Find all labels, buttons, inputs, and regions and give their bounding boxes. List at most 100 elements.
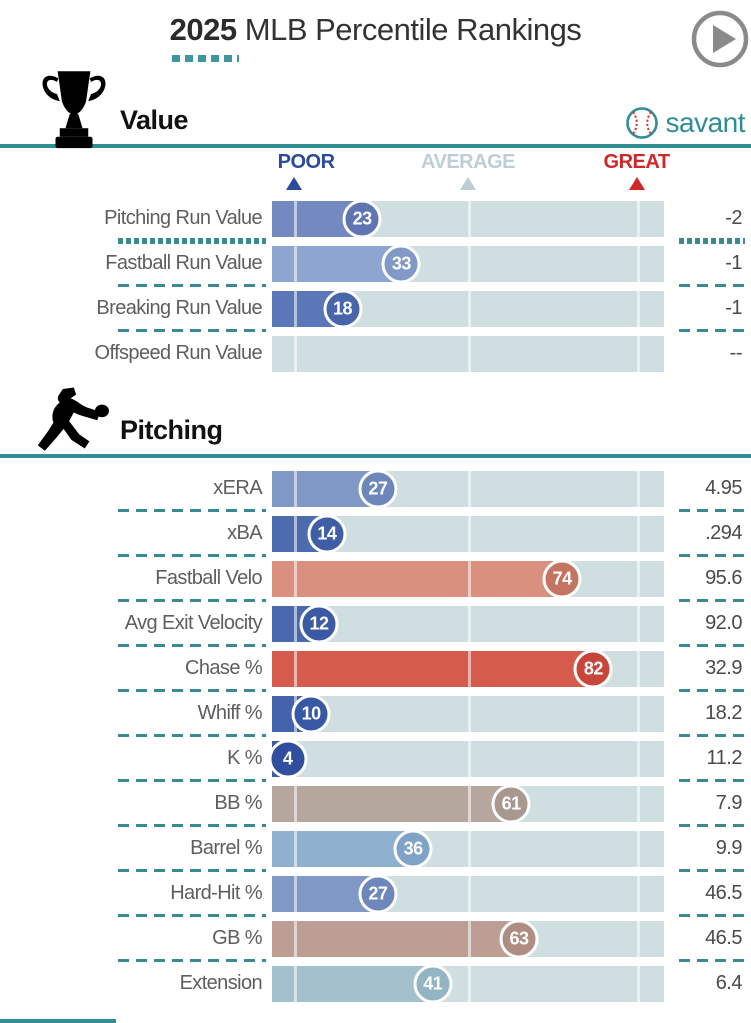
savant-wordmark: savant <box>665 107 746 138</box>
poor-gridline <box>293 650 297 687</box>
percentile-bar-track[interactable]: 14 <box>272 514 664 553</box>
percentile-badge: 27 <box>358 874 398 913</box>
percentile-bar-track[interactable]: 74 <box>272 559 664 598</box>
stat-row: Pitching Run Value 23 -2 <box>0 196 751 244</box>
percentile-bar-track[interactable]: 61 <box>272 784 664 823</box>
stat-value: 18.2 <box>705 702 742 724</box>
row-separator-left <box>118 284 266 287</box>
percentile-bar-track[interactable]: 12 <box>272 604 664 643</box>
average-gridline <box>468 830 471 867</box>
stat-label: Offspeed Run Value <box>94 342 263 364</box>
stat-label: K % <box>227 747 262 769</box>
percentile-bar-track[interactable]: 4 <box>268 739 664 778</box>
average-gridline <box>468 290 471 327</box>
percentile-bar-track[interactable] <box>272 335 664 372</box>
percentile-bar-track[interactable]: 27 <box>272 874 664 913</box>
stat-row: BB % 61 7.9 <box>0 781 751 827</box>
row-separator-left <box>118 554 266 557</box>
stat-row: Fastball Velo 74 95.6 <box>0 556 751 602</box>
stat-row: xERA 27 4.95 <box>0 466 751 512</box>
stat-row: Chase % 82 32.9 <box>0 646 751 692</box>
section-pitching: Pitching xERA 27 4.95 xBA 14 .294 Fastba… <box>0 386 751 1006</box>
great-gridline <box>636 695 640 732</box>
poor-gridline <box>293 515 297 552</box>
value-rows: Pitching Run Value 23 -2 Fastball Run Va… <box>0 196 751 376</box>
stat-label: Fastball Run Value <box>105 252 262 274</box>
value-section-title: Value <box>120 105 189 135</box>
poor-gridline <box>293 875 297 912</box>
great-gridline <box>636 560 640 597</box>
percentile-badge: 10 <box>291 694 331 733</box>
row-separator-left <box>118 599 266 602</box>
stat-label: Barrel % <box>190 837 262 859</box>
percentile-badge: 12 <box>299 604 339 643</box>
percentile-badge: 63 <box>499 919 539 958</box>
stat-value: 92.0 <box>705 612 742 634</box>
poor-gridline <box>293 830 297 867</box>
poor-gridline <box>293 785 297 822</box>
row-separator-right <box>679 238 745 244</box>
stat-value: -2 <box>725 207 742 229</box>
percentile-bar-track[interactable]: 36 <box>272 829 664 868</box>
row-separator-right <box>679 869 745 872</box>
next-section-rule <box>0 1019 116 1023</box>
average-gridline <box>468 470 471 507</box>
row-separator-right <box>679 824 745 827</box>
stat-row: K % 4 11.2 <box>0 736 751 782</box>
stat-label: Breaking Run Value <box>96 297 262 319</box>
stat-row: Breaking Run Value 18 -1 <box>0 286 751 332</box>
play-button[interactable] <box>690 9 750 69</box>
percentile-bar-track[interactable]: 41 <box>272 964 664 1003</box>
average-gridline <box>468 650 471 687</box>
poor-gridline <box>293 290 297 327</box>
average-gridline <box>468 965 471 1002</box>
poor-gridline <box>293 605 297 642</box>
great-gridline <box>636 515 640 552</box>
percentile-bar-track[interactable]: 23 <box>272 199 664 238</box>
value-section-header: Value savant <box>0 71 751 149</box>
great-gridline <box>636 830 640 867</box>
play-icon <box>691 10 749 68</box>
scale-header: POOR AVERAGE GREAT <box>0 150 751 196</box>
poor-gridline <box>293 335 297 372</box>
percentile-badge: 36 <box>393 829 433 868</box>
row-separator-left <box>118 238 266 244</box>
average-gridline <box>468 560 471 597</box>
stat-label: Hard-Hit % <box>170 882 262 904</box>
row-separator-right <box>679 329 745 332</box>
scale-label-average: AVERAGE <box>421 151 515 173</box>
stat-label: Avg Exit Velocity <box>124 612 263 634</box>
percentile-bar-track[interactable]: 27 <box>272 469 664 508</box>
percentile-bar-track[interactable]: 63 <box>272 919 664 958</box>
row-separator-left <box>118 509 266 512</box>
great-gridline <box>636 200 640 237</box>
percentile-badge: 4 <box>268 739 308 778</box>
stat-value: 7.9 <box>715 792 743 814</box>
stat-label: xBA <box>227 522 262 544</box>
stat-row: Whiff % 10 18.2 <box>0 691 751 737</box>
row-separator-right <box>679 644 745 647</box>
percentile-badge: 14 <box>307 514 347 553</box>
percentile-bar-track[interactable]: 18 <box>272 289 664 328</box>
stat-value: 46.5 <box>705 927 742 949</box>
percentile-bar <box>272 650 594 687</box>
savant-logo[interactable]: savant <box>624 105 746 141</box>
stat-value: -1 <box>725 297 742 319</box>
percentile-badge: 61 <box>491 784 531 823</box>
percentile-bar <box>272 965 433 1002</box>
percentile-bar-track[interactable]: 10 <box>272 694 664 733</box>
stat-row: Avg Exit Velocity 12 92.0 <box>0 601 751 647</box>
great-gridline <box>636 245 640 282</box>
stat-row: Offspeed Run Value -- <box>0 331 751 376</box>
stat-value: 11.2 <box>706 747 743 769</box>
trophy-icon <box>38 67 110 156</box>
stat-value: -1 <box>725 252 742 274</box>
poor-gridline <box>293 200 297 237</box>
stat-label: Pitching Run Value <box>104 207 262 229</box>
title-year: 2025 <box>169 12 237 47</box>
percentile-bar-track[interactable]: 33 <box>272 244 664 283</box>
average-gridline <box>468 875 471 912</box>
percentile-bar-track[interactable]: 82 <box>272 649 664 688</box>
great-marker-icon <box>628 177 645 190</box>
percentile-bar <box>272 560 563 597</box>
